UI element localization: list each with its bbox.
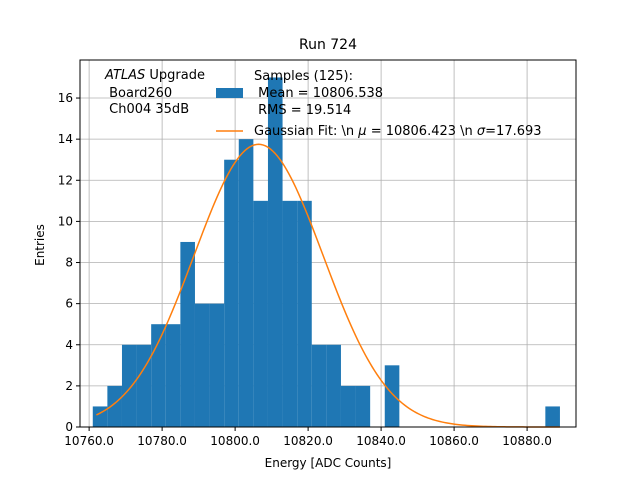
histogram-bar xyxy=(238,139,254,427)
histogram-bar xyxy=(180,241,195,427)
histogram-bar xyxy=(267,77,283,427)
x-tick-label: 10820.0 xyxy=(283,434,333,448)
histogram-bar xyxy=(107,385,122,427)
x-tick-label: 10800.0 xyxy=(210,434,260,448)
histogram-bar xyxy=(384,365,400,427)
x-axis: 10760.0 10780.0 10800.0 10820.0 10840.0 10860… xyxy=(64,427,552,448)
histogram-bar xyxy=(545,406,560,427)
x-tick-label: 10760.0 xyxy=(64,434,114,448)
annotation-line-1: ATLAS Upgrade xyxy=(104,68,205,83)
x-tick-label: 10880.0 xyxy=(502,434,552,448)
legend-fit-sigma: σ xyxy=(477,124,486,139)
legend: Samples (125): Mean = 10806.538 RMS = 19… xyxy=(216,69,542,139)
histogram-bar xyxy=(136,344,152,427)
histogram-bar xyxy=(121,344,137,427)
legend-swatch-samples xyxy=(216,88,243,98)
legend-fit-mu: μ xyxy=(357,124,366,139)
plot-frame xyxy=(79,59,577,428)
histogram-bar xyxy=(311,344,327,427)
histogram-bar xyxy=(340,385,356,427)
gaussian-fit-line xyxy=(96,143,560,428)
histogram-bar xyxy=(282,200,298,427)
annotation-line-2: Board260 xyxy=(105,86,172,101)
legend-samples-line-3: RMS = 19.514 xyxy=(254,103,351,118)
legend-fit-label: Gaussian Fit: \n μ = 10806.423 \n σ=17.6… xyxy=(254,124,542,139)
y-tick-label: 10 xyxy=(58,214,73,228)
histogram-bar xyxy=(326,344,341,427)
x-axis-label: Energy [ADC Counts] xyxy=(265,456,392,470)
annotation-upgrade: Upgrade xyxy=(145,68,205,83)
legend-fit-prefix: Gaussian Fit: \n xyxy=(254,124,358,139)
histogram-bar xyxy=(297,200,312,427)
x-tick-label: 10860.0 xyxy=(429,434,479,448)
histogram-bar xyxy=(253,200,268,427)
histogram-bar xyxy=(209,303,225,427)
legend-samples-line-1: Samples (125): xyxy=(254,69,353,84)
y-tick-label: 14 xyxy=(58,132,73,146)
legend-fit-mid: = 10806.423 \n xyxy=(367,124,477,139)
atlas-annotation: ATLAS Upgrade Board260 Ch004 35dB xyxy=(104,68,205,117)
fit-curve-layer xyxy=(96,143,560,428)
x-tick-label: 10780.0 xyxy=(137,434,187,448)
legend-samples-line-2: Mean = 10806.538 xyxy=(254,86,383,101)
legend-fit-suffix: =17.693 xyxy=(485,124,541,139)
annotation-atlas: ATLAS xyxy=(104,68,145,83)
y-tick-label: 16 xyxy=(58,91,73,105)
x-tick-label: 10840.0 xyxy=(356,434,406,448)
y-tick-label: 4 xyxy=(65,338,73,352)
chart-title: Run 724 xyxy=(299,37,357,53)
histogram-bar xyxy=(224,159,239,427)
y-axis: 0 2 4 6 8 10 12 14 16 xyxy=(58,91,80,434)
annotation-line-3: Ch004 35dB xyxy=(105,102,189,117)
histogram-bars xyxy=(92,77,560,427)
y-tick-label: 0 xyxy=(65,420,73,434)
y-tick-label: 8 xyxy=(65,256,73,270)
histogram-bar xyxy=(151,324,166,427)
y-axis-label: Entries xyxy=(33,224,47,266)
histogram-bar xyxy=(355,385,371,427)
histogram-bar xyxy=(165,324,181,427)
y-tick-label: 6 xyxy=(65,297,73,311)
y-tick-label: 2 xyxy=(65,379,73,393)
y-tick-label: 12 xyxy=(58,173,73,187)
histogram-bar xyxy=(194,303,210,427)
